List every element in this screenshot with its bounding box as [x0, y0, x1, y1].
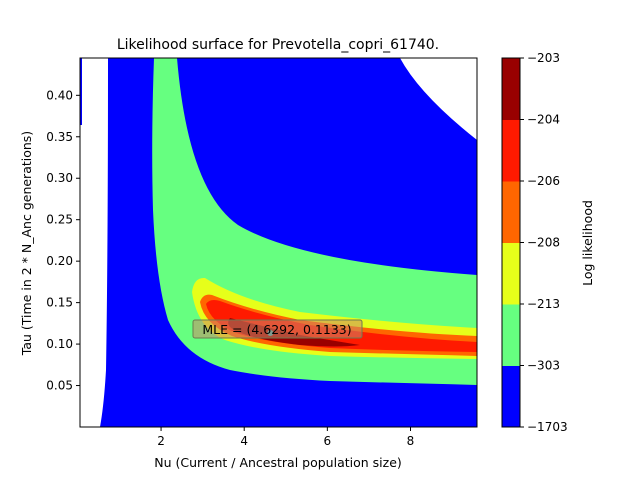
colorbar: −1703 −303 −213 −208 −206 −204 −203 — [502, 51, 568, 434]
x-axis-label: Nu (Current / Ancestral population size) — [154, 455, 402, 470]
plot-frame — [79, 57, 478, 428]
mle-label: MLE = (4.6292, 0.1133) — [202, 322, 351, 337]
colorbar-tick-label: −213 — [527, 297, 560, 311]
y-tick-label: 0.05 — [46, 379, 73, 393]
colorbar-band — [502, 365, 520, 428]
colorbar-band — [502, 58, 520, 120]
colorbar-band — [502, 242, 520, 305]
colorbar-label: Log likelihood — [580, 200, 595, 286]
colorbar-band — [502, 181, 520, 243]
y-tick-label: 0.15 — [46, 296, 73, 310]
colorbar-tick-label: −208 — [527, 236, 560, 250]
y-tick-label: 0.20 — [46, 254, 73, 268]
colorbar-tick-label: −303 — [527, 359, 560, 373]
plot-area — [80, 58, 477, 427]
mle-annotation-box — [192, 319, 363, 339]
mle-annotation: MLE = (4.6292, 0.1133) — [192, 319, 363, 339]
chart-title: Likelihood surface for Prevotella_copri_… — [117, 37, 439, 53]
y-tick-label: 0.30 — [46, 171, 73, 185]
colorbar-tick-label: −204 — [527, 113, 560, 127]
colorbar-band — [502, 304, 520, 366]
y-tick-label: 0.10 — [46, 337, 73, 351]
colorbar-tick-label: −1703 — [527, 420, 568, 434]
y-tick-label: 0.40 — [46, 88, 73, 102]
colorbar-frame — [501, 57, 521, 428]
colorbar-band — [502, 119, 520, 182]
y-axis-label: Tau (Time in 2 * N_Anc generations) — [19, 131, 34, 356]
colorbar-tick-label: −203 — [527, 51, 560, 65]
x-tick-label: 2 — [157, 434, 165, 448]
x-axis-ticks: 2 4 6 8 — [157, 427, 414, 448]
y-tick-label: 0.25 — [46, 213, 73, 227]
colorbar-tick-label: −206 — [527, 174, 560, 188]
y-axis-ticks: 0.05 0.10 0.15 0.20 0.25 0.30 0.35 0.40 — [46, 88, 80, 393]
x-tick-label: 6 — [324, 434, 332, 448]
x-tick-label: 4 — [240, 434, 248, 448]
y-tick-label: 0.35 — [46, 130, 73, 144]
x-tick-label: 8 — [407, 434, 415, 448]
